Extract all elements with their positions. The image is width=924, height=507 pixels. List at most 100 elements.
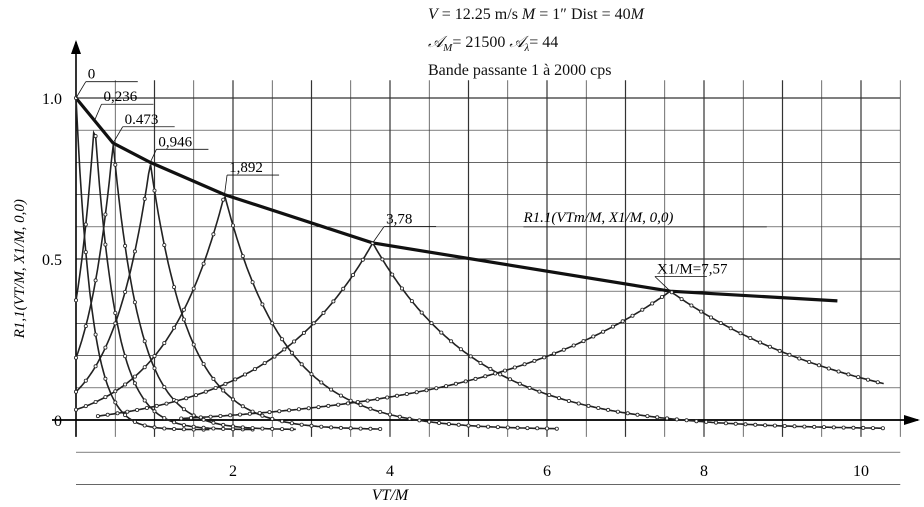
curve-marker [201, 261, 206, 266]
y-axis-arrow [71, 40, 81, 54]
curve-marker [679, 297, 684, 302]
peak-label: 1,892 [229, 160, 263, 176]
curve-marker [301, 330, 306, 335]
curve-marker [394, 393, 399, 398]
curve-marker [142, 398, 147, 403]
curve-marker [142, 423, 147, 428]
curve-marker [115, 411, 120, 416]
curve-marker [83, 404, 88, 409]
curve-marker [270, 321, 275, 326]
curve-marker [495, 425, 500, 430]
peak-label: 0 [88, 67, 96, 83]
curve-marker [95, 414, 100, 419]
curve-marker [429, 321, 434, 326]
curve-marker [103, 376, 108, 381]
curve-marker [113, 310, 118, 315]
curve-marker [260, 426, 265, 431]
curve-marker [358, 403, 363, 408]
curve-marker [350, 272, 355, 277]
curve-marker [566, 398, 571, 403]
curve-marker [439, 330, 444, 335]
curve-marker [270, 426, 275, 431]
envelope-label: R1.1(VTm/M, X1/M, 0,0) [522, 210, 673, 226]
curve-marker [213, 385, 218, 390]
curve-marker [221, 197, 226, 202]
curve-marker [812, 424, 817, 429]
curve-marker [316, 405, 321, 410]
curve-marker [144, 405, 149, 410]
curve-marker [807, 359, 812, 364]
curve-marker [230, 424, 235, 429]
curve-marker [446, 421, 451, 426]
curve-marker [385, 395, 390, 400]
curve-marker [537, 389, 542, 394]
curve-marker [172, 325, 177, 330]
curve-marker [257, 410, 262, 415]
curve-marker [311, 321, 316, 326]
curve-marker [488, 366, 493, 371]
curve-marker [699, 309, 704, 314]
curve-marker [270, 416, 275, 421]
curve-marker [237, 412, 242, 417]
curve-marker [718, 320, 723, 325]
curve-marker [532, 358, 537, 363]
curve-marker [743, 422, 748, 427]
curve-marker [164, 401, 169, 406]
x-tick-label: 2 [229, 463, 237, 480]
curve-marker [123, 382, 128, 387]
curve-marker [610, 324, 615, 329]
curve-marker [704, 419, 709, 424]
curve-marker [218, 413, 223, 418]
curve-marker [272, 354, 277, 359]
curve-marker [142, 339, 147, 344]
curve-marker [125, 409, 130, 414]
curve-marker [223, 381, 228, 386]
curve-marker [591, 334, 596, 339]
curve-marker [358, 426, 363, 431]
curve-marker [142, 365, 147, 370]
envelope-curve [74, 96, 838, 303]
curve-marker [507, 377, 512, 382]
peak-label: X1/M=7,57 [657, 261, 728, 277]
curve-marker [554, 426, 559, 431]
curve-marker [650, 301, 655, 306]
curve-marker [132, 419, 137, 424]
curve-marker [777, 348, 782, 353]
curve-marker [758, 340, 763, 345]
curve-marker [434, 386, 439, 391]
curve-marker [458, 347, 463, 352]
curve-marker [211, 376, 216, 381]
curve-marker [132, 249, 137, 254]
curve-marker [738, 331, 743, 336]
curve-marker [74, 407, 79, 412]
curve-marker [763, 423, 768, 428]
curve-marker [181, 317, 186, 322]
curve-marker [83, 250, 88, 255]
curve-marker [368, 426, 373, 431]
curve-marker [309, 423, 314, 428]
curve-marker [547, 392, 552, 397]
curve-marker [181, 407, 186, 412]
curve-marker [635, 412, 640, 417]
curve-marker [103, 212, 108, 217]
curve-marker [191, 424, 196, 429]
curve-marker [135, 407, 140, 412]
curve-marker [449, 339, 454, 344]
curve-marker [83, 378, 88, 383]
curve-marker [557, 396, 562, 401]
curve-marker [198, 415, 203, 420]
curve-marker [404, 391, 409, 396]
curve-marker [360, 257, 365, 262]
peak-label-leader [372, 226, 385, 244]
curve-marker [515, 425, 520, 430]
curve-marker [319, 424, 324, 429]
correlation-curve [75, 195, 557, 430]
curve-marker [630, 313, 635, 318]
curve-marker [468, 354, 473, 359]
curve-marker [289, 427, 294, 432]
curve-marker [517, 381, 522, 386]
curve-marker [772, 423, 777, 428]
peak-label: 3,78 [386, 212, 412, 228]
curve-marker [561, 347, 566, 352]
